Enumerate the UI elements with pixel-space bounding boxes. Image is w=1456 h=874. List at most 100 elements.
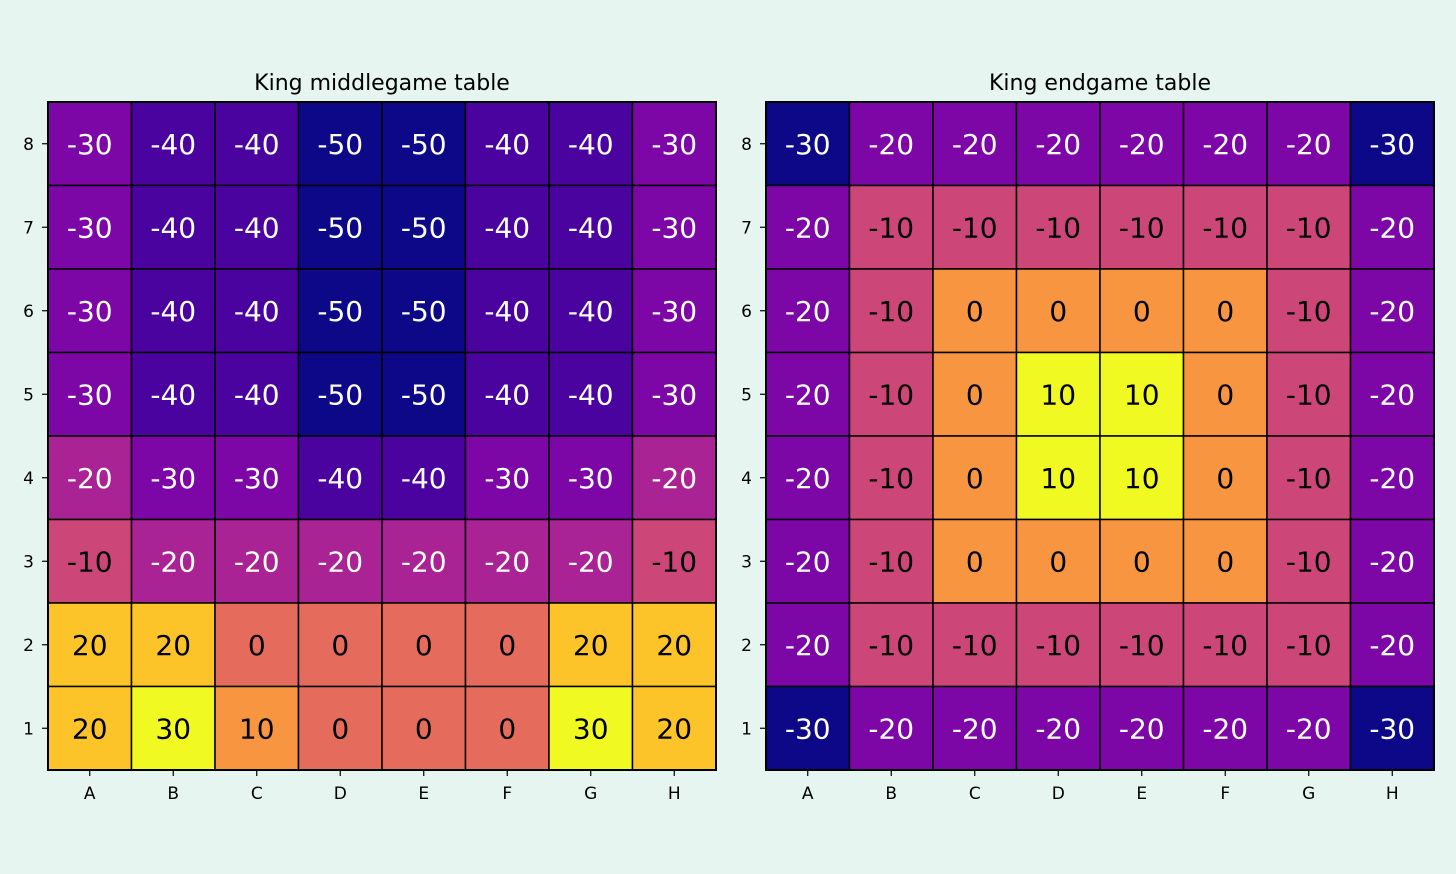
cell-value-label: -50	[401, 295, 447, 328]
heatmap-cell	[1099, 268, 1185, 354]
cell-value-label: 0	[331, 629, 349, 662]
cell-value-label: -30	[651, 211, 697, 244]
cell-value-label: 20	[656, 712, 692, 745]
cell-value-label: -10	[1286, 211, 1332, 244]
cell-value-label: -50	[317, 128, 363, 161]
heatmap-cell	[932, 602, 1018, 688]
heatmap-cell	[631, 602, 717, 688]
heatmap-cell	[214, 268, 300, 354]
cell-value-label: 0	[248, 629, 266, 662]
cell-value-label: -10	[1286, 629, 1332, 662]
cell-value-label: -10	[67, 545, 113, 578]
heatmap-cell	[631, 685, 717, 771]
heatmap-cell	[464, 268, 550, 354]
cell-value-label: 10	[1040, 378, 1076, 411]
heatmap-cell	[932, 435, 1018, 521]
cell-value-label: -20	[1369, 545, 1415, 578]
cell-value-label: -10	[952, 629, 998, 662]
cell-value-label: -30	[568, 462, 614, 495]
heatmap-cell	[130, 602, 216, 688]
cell-value-label: -20	[1035, 128, 1081, 161]
heatmap-cell	[1349, 435, 1435, 521]
cell-value-label: -10	[868, 378, 914, 411]
heatmap-cell	[1266, 518, 1352, 604]
heatmap-cell	[1266, 101, 1352, 187]
cell-value-label: -20	[1369, 211, 1415, 244]
y-tick-label: 3	[23, 552, 34, 572]
x-tick-label: A	[802, 784, 814, 804]
cell-value-label: -30	[67, 211, 113, 244]
cell-value-label: -10	[868, 295, 914, 328]
cell-value-label: -10	[868, 629, 914, 662]
cell-value-label: -10	[1035, 629, 1081, 662]
heatmap-cell	[1266, 351, 1352, 437]
cell-value-label: 0	[331, 712, 349, 745]
x-tick-label: D	[1052, 784, 1065, 804]
plot-frame	[765, 101, 1435, 771]
heatmap-cell	[381, 518, 467, 604]
cell-value-label: -30	[651, 378, 697, 411]
cell-value-label: -50	[401, 211, 447, 244]
cell-value-label: -40	[234, 128, 280, 161]
heatmap-cell	[464, 602, 550, 688]
cell-value-label: -50	[317, 295, 363, 328]
cell-value-label: 10	[1040, 462, 1076, 495]
heatmap-cell	[848, 685, 934, 771]
cell-value-label: -40	[234, 378, 280, 411]
middlegame-heatmap: King middlegame table -30 -40 -40 -50 -50 -40 -…	[23, 71, 717, 804]
y-tick-label: 2	[23, 636, 34, 656]
heatmap-cell	[1099, 518, 1185, 604]
heatmap-cell	[47, 351, 133, 437]
heatmap-cell	[214, 351, 300, 437]
heatmap-cell	[1182, 184, 1268, 270]
cell-value-label: -10	[1286, 378, 1332, 411]
cell-value-label: -40	[568, 128, 614, 161]
heatmap-cell	[848, 101, 934, 187]
heatmap-cell	[464, 184, 550, 270]
heatmap-cell	[130, 518, 216, 604]
cell-value-label: -50	[317, 378, 363, 411]
heatmap-cell	[548, 351, 634, 437]
cell-value-label: -10	[1119, 211, 1165, 244]
cell-value-label: 0	[415, 629, 433, 662]
cell-value-label: -20	[1286, 128, 1332, 161]
cell-value-label: -20	[234, 545, 280, 578]
x-tick-label: B	[885, 784, 897, 804]
cell-value-label: -20	[1369, 378, 1415, 411]
heatmap-cell	[130, 184, 216, 270]
heatmap-cell	[381, 602, 467, 688]
cell-value-label: 0	[966, 295, 984, 328]
x-tick-label: H	[1386, 784, 1399, 804]
heatmap-cell	[848, 518, 934, 604]
cell-value-label: -20	[868, 712, 914, 745]
cell-value-label: 20	[573, 629, 609, 662]
cell-value-label: -20	[785, 378, 831, 411]
cell-value-label: 20	[72, 629, 108, 662]
y-tick-label: 5	[23, 385, 34, 405]
x-tick-label: D	[334, 784, 347, 804]
heatmap-cell	[1266, 184, 1352, 270]
cell-value-label: -50	[317, 211, 363, 244]
cell-value-label: -20	[401, 545, 447, 578]
heatmap-cell	[1099, 602, 1185, 688]
cell-value-label: 20	[72, 712, 108, 745]
y-tick-label: 8	[741, 135, 752, 155]
heatmap-cell	[1182, 351, 1268, 437]
heatmap-cell	[848, 351, 934, 437]
y-tick-label: 1	[741, 719, 752, 739]
cell-value-label: -10	[1286, 462, 1332, 495]
cell-value-label: -10	[868, 211, 914, 244]
heatmap-cell	[1099, 435, 1185, 521]
cell-value-label: -20	[150, 545, 196, 578]
cell-value-label: -10	[1119, 629, 1165, 662]
cell-value-label: 0	[1049, 545, 1067, 578]
cell-value-label: -40	[401, 462, 447, 495]
cell-value-label: -30	[651, 295, 697, 328]
cell-value-label: -40	[150, 295, 196, 328]
heatmap-cell	[214, 518, 300, 604]
cell-value-label: -10	[1286, 545, 1332, 578]
heatmap-cell	[1349, 518, 1435, 604]
cell-value-label: -30	[1369, 712, 1415, 745]
heatmap-cell	[1015, 685, 1101, 771]
